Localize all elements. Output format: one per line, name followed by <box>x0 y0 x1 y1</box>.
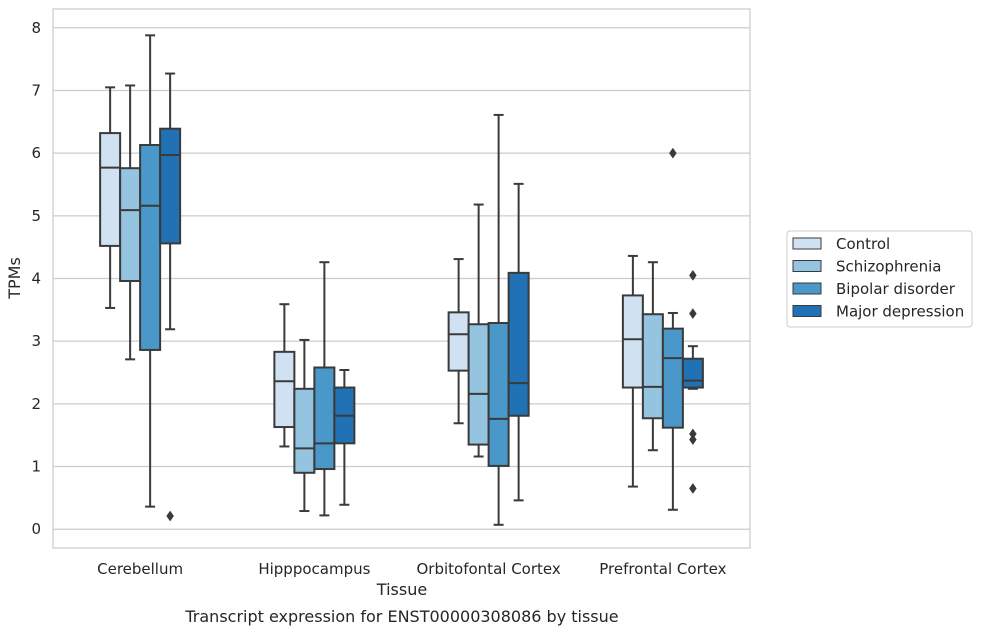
box-iqr <box>273 350 296 429</box>
box-group <box>467 203 490 458</box>
outlier-point <box>689 434 697 446</box>
outlier-point <box>689 483 697 494</box>
legend-swatch <box>792 282 822 295</box>
outlier-point <box>166 510 174 522</box>
box-group <box>641 261 664 452</box>
outlier-point <box>689 308 697 320</box>
box-iqr <box>293 387 316 474</box>
box-iqr <box>99 132 122 247</box>
box-group <box>661 147 684 511</box>
legend-label: Control <box>836 235 890 253</box>
x-tick-labels: Cerebellum Hipppocampus Orbitofontal Corte… <box>97 560 726 578</box>
legend-swatch <box>792 237 822 250</box>
box-iqr <box>641 313 664 420</box>
x-axis-label: Tissue <box>376 580 427 599</box>
box-iqr <box>139 144 162 351</box>
boxes <box>99 34 704 526</box>
box-group <box>447 258 470 425</box>
box-iqr <box>487 321 510 467</box>
box-iqr <box>159 127 182 245</box>
box-group <box>487 113 510 526</box>
box-group <box>293 338 316 513</box>
box-group <box>159 72 182 522</box>
box-group <box>139 34 162 508</box>
box-iqr <box>447 311 470 372</box>
x-tick-label: Hipppocampus <box>258 560 370 578</box>
chart-caption: Transcript expression for ENST0000030808… <box>184 607 618 626</box>
box-iqr <box>119 167 142 283</box>
box-group <box>99 86 122 309</box>
box-group <box>507 182 530 502</box>
y-tick-label: 4 <box>31 270 41 288</box>
y-tick-label: 6 <box>31 144 41 162</box>
y-tick-label: 5 <box>31 207 41 225</box>
box-group <box>313 261 336 517</box>
box-iqr <box>507 271 530 417</box>
y-tick-label: 8 <box>31 19 41 37</box>
legend-label: Major depression <box>836 303 964 321</box>
box-group <box>273 303 296 448</box>
outlier-point <box>689 428 697 440</box>
box-iqr <box>661 327 684 429</box>
box-group <box>333 369 356 506</box>
y-tick-label: 3 <box>31 332 41 350</box>
box-iqr <box>681 357 704 389</box>
y-tick-labels: 0 1 2 3 4 5 6 7 8 <box>31 19 41 538</box>
box-group <box>681 269 704 494</box>
box-iqr <box>621 294 644 389</box>
legend-frame <box>786 230 973 328</box>
legend-label: Schizophrenia <box>836 258 941 276</box>
y-axis-label: TPMs <box>5 257 24 300</box>
y-tick-label: 0 <box>31 520 41 538</box>
y-tick-label: 7 <box>31 81 41 99</box>
y-tick-label: 2 <box>31 395 41 413</box>
outlier-point <box>669 147 677 159</box>
box-iqr <box>467 323 490 446</box>
box-iqr <box>313 366 336 471</box>
legend-swatch <box>792 305 822 317</box>
y-tick-label: 1 <box>31 458 41 476</box>
x-tick-label: Orbitofontal Cortex <box>417 560 561 578</box>
legend-swatch <box>792 260 822 272</box>
legend-label: Bipolar disorder <box>836 280 956 298</box>
outlier-point <box>689 269 697 281</box>
box-group <box>119 84 142 361</box>
x-tick-label: Cerebellum <box>97 560 183 578</box>
legend: Control Schizophrenia Bipolar disorder Majo… <box>786 230 973 328</box>
x-tick-label: Prefrontal Cortex <box>599 560 726 578</box>
plot-frame <box>52 8 751 549</box>
box-group <box>621 254 644 488</box>
